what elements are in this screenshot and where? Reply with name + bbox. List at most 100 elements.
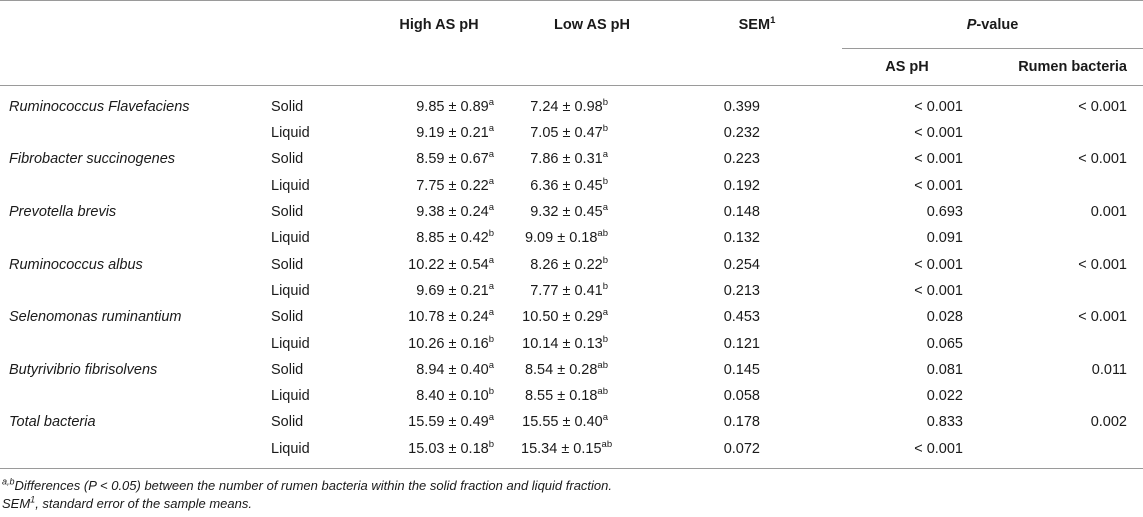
rumen-bacteria-pvalue-cell (972, 383, 1143, 409)
header-blank-fraction (262, 0, 366, 49)
fraction-cell: Liquid (271, 335, 310, 352)
bacterium-name (0, 225, 262, 251)
high-value: 9.85 ± 0.89 (416, 99, 489, 115)
high-as-ph-cell: 9.85 ± 0.89a (366, 86, 512, 121)
as-ph-pvalue-cell: 0.833 (926, 414, 963, 431)
table-row: Ruminococcus Flavefaciens Solid 9.85 ± 0.8… (0, 86, 1143, 121)
sem-cell: 0.145 (723, 361, 760, 378)
sem-cell: 0.121 (723, 335, 760, 352)
low-as-ph-cell: 7.77 ± 0.41b (512, 278, 672, 304)
bacterium-name: Ruminococcus Flavefaciens (9, 99, 190, 115)
low-as-ph-cell: 9.09 ± 0.18ab (512, 225, 672, 251)
low-value: 15.55 ± 0.40 (522, 414, 603, 431)
bacterium-name (0, 330, 262, 356)
bacterium-name: Selenomonas ruminantium (9, 309, 182, 326)
results-table: High AS pH Low AS pH SEM1 P-value AS pH … (0, 0, 1143, 469)
header2-blank-5 (672, 48, 842, 86)
low-sup: b (602, 254, 608, 266)
header-sem-label: SEM (738, 16, 771, 33)
header2-blank-1 (0, 48, 262, 86)
header-blank-bacterium (0, 0, 262, 49)
header2-blank-4 (512, 48, 672, 86)
fraction-cell: Solid (271, 361, 304, 378)
fraction-cell: Liquid (271, 125, 310, 142)
high-value: 15.59 ± 0.49 (408, 414, 489, 431)
bacterium-name (0, 383, 262, 409)
footnote-differences-text: Differences (P < 0.05) between the numbe… (14, 477, 612, 493)
table-row: Liquid 7.75 ± 0.22a 6.36 ± 0.45b 0.192 < 0.0… (0, 173, 1143, 199)
fraction-cell: Solid (271, 204, 304, 221)
high-as-ph-cell: 8.40 ± 0.10b (366, 383, 512, 409)
as-ph-pvalue-cell: < 0.001 (914, 125, 963, 142)
high-value: 9.69 ± 0.21 (416, 282, 489, 299)
fraction-cell: Liquid (271, 230, 310, 247)
low-sup: a (602, 202, 608, 214)
bacterium-name: Butyrivibrio fibrisolvens (9, 361, 158, 378)
high-as-ph-cell: 9.69 ± 0.21a (366, 278, 512, 304)
as-ph-pvalue-cell: 0.091 (926, 230, 963, 247)
as-ph-pvalue-cell: < 0.001 (914, 282, 963, 299)
low-value: 9.32 ± 0.45 (530, 204, 603, 221)
high-as-ph-cell: 8.94 ± 0.40a (366, 357, 512, 383)
sem-cell: 0.178 (723, 414, 760, 431)
table-row: Prevotella brevis Solid 9.38 ± 0.24a 9.32 ±… (0, 199, 1143, 225)
header-as-ph: AS pH (842, 48, 972, 86)
high-value: 8.94 ± 0.40 (416, 361, 489, 378)
low-as-ph-cell: 8.55 ± 0.18ab (512, 383, 672, 409)
bacterium-name (0, 173, 262, 199)
low-sup: ab (597, 228, 608, 240)
table-row: Liquid 9.19 ± 0.21a 7.05 ± 0.47b 0.232 < 0.0… (0, 120, 1143, 146)
sem-cell: 0.213 (723, 282, 760, 299)
table-row: Liquid 9.69 ± 0.21a 7.77 ± 0.41b 0.213 < 0.0… (0, 278, 1143, 304)
high-value: 10.22 ± 0.54 (408, 256, 489, 273)
low-sup: ab (597, 386, 608, 398)
low-as-ph-cell: 7.24 ± 0.98b (512, 86, 672, 121)
header-low-label: Low AS pH (554, 16, 630, 33)
high-sup: a (488, 359, 494, 371)
header2-blank-2 (262, 48, 366, 86)
low-value: 10.50 ± 0.29 (522, 309, 603, 326)
rumen-bacteria-pvalue-cell: 0.001 (1090, 204, 1127, 221)
table-row: Selenomonas ruminantium Solid 10.78 ± 0.24… (0, 304, 1143, 330)
bacterium-name (0, 278, 262, 304)
sem-cell: 0.072 (672, 435, 842, 469)
rumen-bacteria-pvalue-cell: < 0.001 (1078, 151, 1127, 168)
header-sem-sup: 1 (770, 14, 776, 26)
high-as-ph-cell: 8.85 ± 0.42b (366, 225, 512, 251)
as-ph-pvalue-cell: < 0.001 (914, 151, 963, 168)
low-as-ph-cell: 8.54 ± 0.28ab (512, 357, 672, 383)
high-as-ph-cell: 9.38 ± 0.24a (366, 199, 512, 225)
low-as-ph-cell: 15.34 ± 0.15ab (512, 435, 672, 469)
fraction-cell: Solid (271, 414, 304, 431)
high-as-ph-cell: 10.26 ± 0.16b (366, 330, 512, 356)
table-row: Liquid 15.03 ± 0.18b 15.34 ± 0.15ab 0.072 < … (0, 435, 1143, 469)
high-sup: a (488, 175, 494, 187)
low-value: 9.09 ± 0.18 (524, 230, 598, 247)
rumen-bacteria-pvalue-cell (972, 435, 1143, 469)
high-sup: a (488, 281, 494, 293)
fraction-cell: Liquid (262, 435, 366, 469)
rumen-bacteria-pvalue-cell: 0.011 (1091, 361, 1127, 378)
table-row: Liquid 10.26 ± 0.16b 10.14 ± 0.13b 0.121 0.0… (0, 330, 1143, 356)
footnotes: a,bDifferences (P < 0.05) between the nu… (0, 477, 1143, 513)
bacterium-name (0, 435, 262, 469)
high-sup: a (488, 202, 494, 214)
rumen-bacteria-pvalue-cell (972, 120, 1143, 146)
table-row: Liquid 8.85 ± 0.42b 9.09 ± 0.18ab 0.132 0.09… (0, 225, 1143, 251)
sem-cell: 0.453 (723, 309, 760, 326)
footnote-sem: SEM1, standard error of the sample means… (2, 495, 1141, 513)
as-ph-pvalue-cell: < 0.001 (914, 177, 963, 194)
header-pvalue: P-value (842, 0, 1143, 49)
rumen-bacteria-pvalue-cell: < 0.001 (1078, 256, 1127, 273)
high-value: 9.19 ± 0.21 (416, 125, 489, 142)
low-value: 7.86 ± 0.31 (530, 151, 603, 168)
low-value: 8.26 ± 0.22 (530, 256, 603, 273)
high-sup: b (488, 228, 494, 240)
high-sup: b (488, 333, 494, 345)
low-value: 10.14 ± 0.13 (522, 335, 603, 352)
header-pvalue-rest: -value (976, 16, 1019, 33)
table-row: Liquid 8.40 ± 0.10b 8.55 ± 0.18ab 0.058 0.02… (0, 383, 1143, 409)
high-as-ph-cell: 15.59 ± 0.49a (366, 409, 512, 435)
high-value: 10.78 ± 0.24 (408, 309, 489, 326)
